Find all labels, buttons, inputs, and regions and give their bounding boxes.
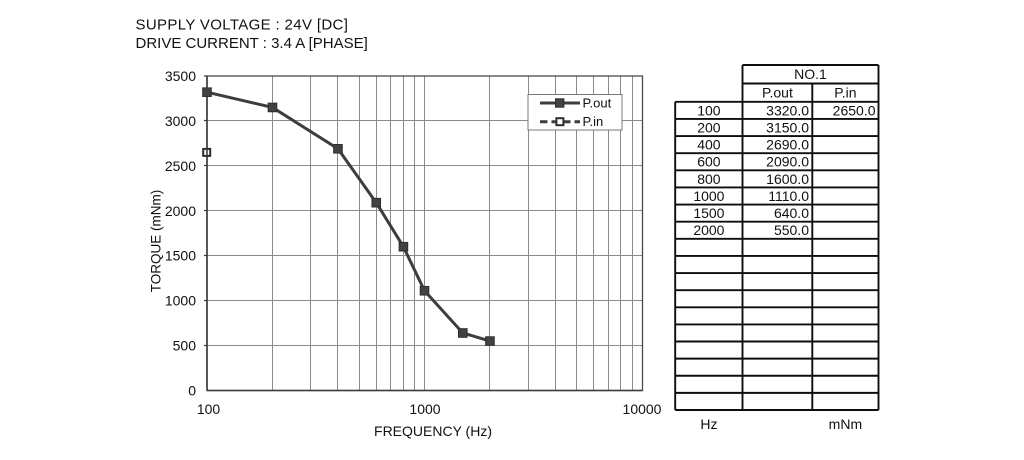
svg-text:TORQUE (mNm): TORQUE (mNm)	[149, 190, 164, 293]
svg-text:1000: 1000	[409, 401, 440, 417]
svg-text:P.in: P.in	[583, 114, 604, 129]
svg-text:1000: 1000	[693, 188, 724, 204]
svg-text:550.0: 550.0	[774, 222, 809, 238]
svg-text:2000: 2000	[693, 222, 724, 238]
svg-text:NO.1: NO.1	[794, 66, 827, 82]
svg-text:800: 800	[697, 171, 721, 187]
svg-text:2690.0: 2690.0	[766, 137, 809, 153]
svg-text:3320.0: 3320.0	[766, 102, 809, 118]
svg-text:P.out: P.out	[583, 96, 612, 111]
svg-text:200: 200	[697, 120, 721, 136]
svg-text:2650.0: 2650.0	[833, 102, 876, 118]
svg-text:mNm: mNm	[829, 416, 862, 432]
svg-text:P.in: P.in	[834, 85, 856, 101]
svg-text:0: 0	[188, 383, 196, 399]
svg-text:1000: 1000	[165, 293, 196, 309]
svg-text:400: 400	[697, 137, 721, 153]
svg-text:DRIVE CURRENT : 3.4 A [PHASE]: DRIVE CURRENT : 3.4 A [PHASE]	[136, 35, 368, 52]
svg-text:100: 100	[197, 401, 221, 417]
svg-text:3000: 3000	[165, 113, 196, 129]
svg-text:1600.0: 1600.0	[766, 171, 809, 187]
svg-text:1500: 1500	[165, 248, 196, 264]
svg-text:100: 100	[697, 102, 721, 118]
svg-text:10000: 10000	[623, 401, 662, 417]
svg-text:1110.0: 1110.0	[768, 188, 809, 204]
svg-text:1500: 1500	[693, 205, 724, 221]
svg-text:3500: 3500	[165, 68, 196, 84]
svg-text:2090.0: 2090.0	[766, 154, 809, 170]
svg-text:500: 500	[173, 338, 197, 354]
svg-text:2500: 2500	[165, 158, 196, 174]
svg-text:FREQUENCY (Hz): FREQUENCY (Hz)	[374, 423, 492, 439]
svg-text:Hz: Hz	[700, 416, 717, 432]
svg-text:2000: 2000	[165, 203, 196, 219]
svg-text:600: 600	[697, 154, 721, 170]
svg-text:640.0: 640.0	[774, 205, 809, 221]
svg-text:3150.0: 3150.0	[766, 120, 809, 136]
svg-text:P.out: P.out	[762, 85, 793, 101]
svg-text:SUPPLY VOLTAGE : 24V [DC]: SUPPLY VOLTAGE : 24V [DC]	[136, 17, 349, 34]
